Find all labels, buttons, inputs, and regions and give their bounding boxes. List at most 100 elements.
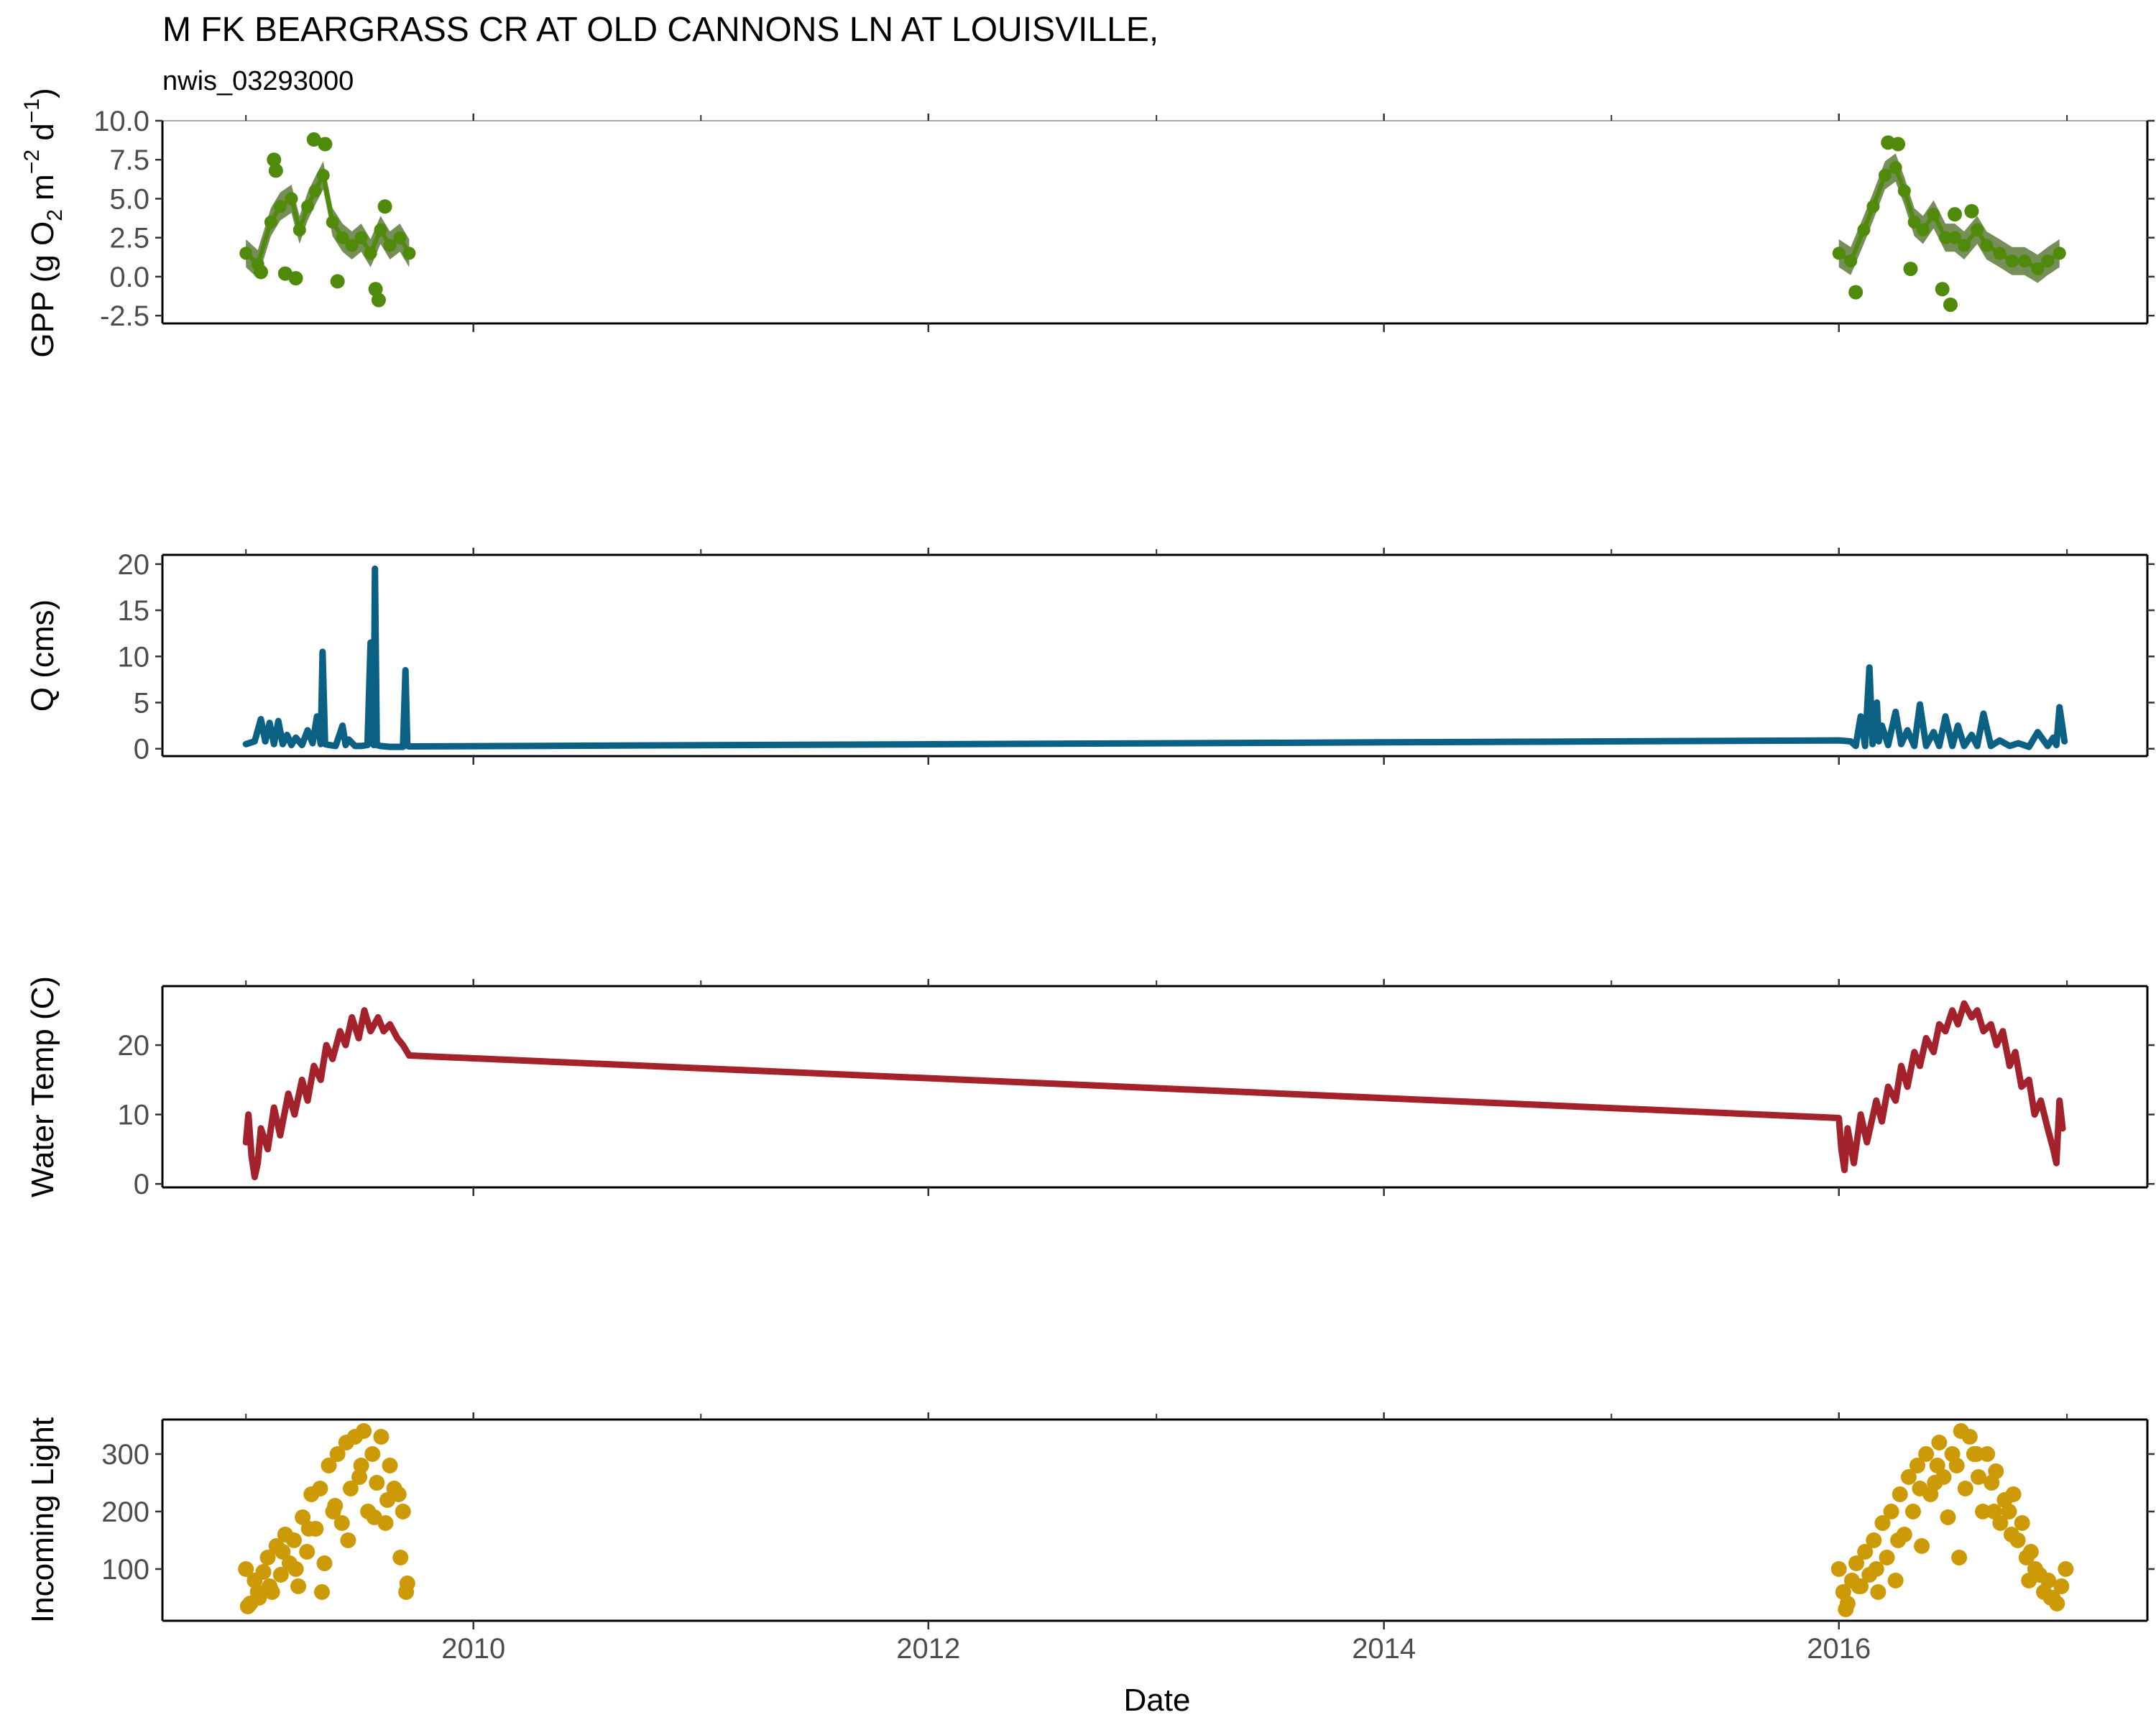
y-axis-label: Q (cms) bbox=[25, 599, 60, 712]
light-point bbox=[299, 1544, 315, 1560]
light-point bbox=[287, 1561, 304, 1577]
y-tick-label: 7.5 bbox=[109, 144, 149, 176]
light-point bbox=[1890, 1532, 1907, 1548]
light-point bbox=[314, 1584, 331, 1600]
plot-area bbox=[238, 1423, 2074, 1617]
y-tick-label: 10 bbox=[118, 641, 150, 673]
gpp-point bbox=[1844, 254, 1858, 268]
gpp-point bbox=[1907, 216, 1921, 229]
y-tick-label: 0.0 bbox=[109, 262, 149, 293]
y-tick-label: -2.5 bbox=[100, 300, 149, 332]
gpp-outlier-point bbox=[268, 163, 283, 178]
y-tick-label: 0 bbox=[134, 1169, 149, 1200]
gpp-outlier-point bbox=[330, 274, 345, 289]
light-point bbox=[2021, 1573, 2037, 1588]
light-point bbox=[1851, 1578, 1867, 1594]
gpp-outlier-point bbox=[1848, 285, 1864, 300]
light-point bbox=[1957, 1481, 1973, 1496]
chart-subtitle: nwis_03293000 bbox=[162, 66, 354, 96]
light-point bbox=[285, 1532, 302, 1548]
gpp-outlier-point bbox=[1935, 282, 1950, 297]
light-point bbox=[398, 1584, 415, 1600]
light-point bbox=[1970, 1469, 1986, 1485]
y-axis-label-part: −2 bbox=[20, 150, 44, 174]
light-point bbox=[1892, 1486, 1908, 1502]
light-point bbox=[327, 1498, 344, 1514]
y-tick-label: 0 bbox=[134, 734, 149, 765]
gpp-point bbox=[1857, 223, 1871, 236]
light-point bbox=[275, 1544, 291, 1560]
gpp-outlier-point bbox=[318, 137, 333, 152]
y-tick-label: 100 bbox=[101, 1554, 149, 1586]
y-axis-label-part: GPP (g O bbox=[25, 221, 60, 358]
y-axis-label: Incoming Light bbox=[25, 1417, 60, 1623]
water-temp-panel: 20 10 0 Water Temp (C) bbox=[25, 976, 2155, 1200]
light-point bbox=[1986, 1504, 2002, 1519]
light-point bbox=[340, 1532, 356, 1548]
gpp-point bbox=[264, 216, 277, 229]
gpp-point bbox=[326, 216, 339, 229]
light-point bbox=[1948, 1458, 1965, 1473]
light-point bbox=[2042, 1590, 2059, 1606]
light-point bbox=[1887, 1573, 1904, 1588]
gpp-point bbox=[2018, 254, 2032, 268]
gpp-point bbox=[308, 184, 322, 198]
gpp-point bbox=[1993, 247, 2007, 260]
light-point bbox=[272, 1567, 289, 1583]
light-point bbox=[2058, 1561, 2074, 1577]
light-point bbox=[2022, 1544, 2039, 1560]
light-point bbox=[1866, 1532, 1882, 1548]
light-point bbox=[2053, 1578, 2070, 1594]
gpp-point bbox=[239, 247, 253, 260]
gpp-point bbox=[1927, 208, 1940, 221]
light-point bbox=[1838, 1601, 1854, 1617]
light-point bbox=[321, 1458, 337, 1473]
discharge-panel: 20 15 10 5 0 Q (cms) bbox=[25, 548, 2155, 765]
light-point bbox=[392, 1550, 409, 1565]
water_temp-series-line bbox=[242, 1000, 2066, 1181]
light-point bbox=[1870, 1584, 1886, 1600]
plot-area bbox=[242, 565, 2068, 750]
x-tick-label: 2014 bbox=[1352, 1633, 1416, 1665]
y-tick-label: 300 bbox=[101, 1439, 149, 1471]
gpp-point bbox=[354, 231, 368, 244]
light-point bbox=[364, 1446, 381, 1462]
light-point bbox=[1904, 1504, 1921, 1519]
gpp-point bbox=[1948, 231, 1962, 244]
gpp-point bbox=[1971, 223, 1984, 236]
light-point bbox=[2005, 1486, 2022, 1502]
light-point bbox=[366, 1509, 382, 1525]
light-point bbox=[369, 1475, 385, 1491]
light-point bbox=[382, 1458, 398, 1473]
chart-title: M FK BEARGRASS CR AT OLD CANNONS LN AT L… bbox=[162, 11, 1159, 49]
light-point bbox=[1988, 1463, 2004, 1479]
gpp-point bbox=[345, 239, 359, 252]
gpp-outlier-point bbox=[371, 293, 386, 308]
light-point bbox=[1929, 1458, 1945, 1473]
gpp-point bbox=[402, 247, 416, 260]
x-axis-label: Date bbox=[1124, 1683, 1191, 1718]
light-point bbox=[239, 1598, 256, 1614]
gpp-point bbox=[374, 223, 387, 236]
gpp-outlier-point bbox=[1964, 203, 1979, 218]
light-point bbox=[300, 1521, 317, 1537]
light-point bbox=[1961, 1429, 1978, 1445]
y-tick-label: 200 bbox=[101, 1496, 149, 1528]
gpp-outlier-point bbox=[267, 152, 282, 167]
gpp-point bbox=[1832, 247, 1846, 260]
light-point bbox=[1968, 1446, 1985, 1462]
x-tick-label: 2016 bbox=[1807, 1633, 1871, 1665]
x-tick-label: 2010 bbox=[441, 1633, 505, 1665]
light-point bbox=[1848, 1555, 1865, 1571]
y-tick-label: 10.0 bbox=[93, 106, 149, 137]
light-point bbox=[379, 1492, 396, 1508]
light-point bbox=[1879, 1550, 1895, 1565]
gpp-point bbox=[383, 239, 397, 252]
gpp-outlier-point bbox=[1891, 137, 1906, 152]
plot-area bbox=[242, 1000, 2066, 1181]
gpp-point bbox=[1878, 168, 1892, 182]
light-point bbox=[2001, 1504, 2017, 1519]
gpp-outlier-point bbox=[1948, 207, 1963, 222]
y-tick-label: 20 bbox=[118, 549, 150, 581]
